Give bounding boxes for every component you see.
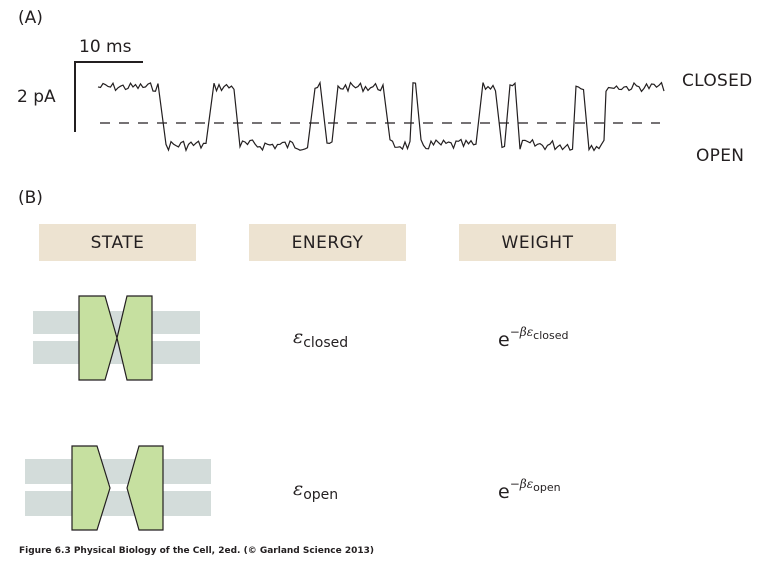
open-weight-formula: e−βεopen [498,477,561,503]
closed-energy-formula: εclosed [293,326,348,351]
channel-left-subunit [78,295,118,381]
energy-column-header: ENERGY [249,224,406,261]
channel-right-subunit [116,295,153,381]
closed-weight-formula: e−βεclosed [498,325,568,351]
scale-bar [74,61,143,132]
state-column-header: STATE [39,224,196,261]
current-trace-line [97,80,665,153]
membrane-lower-leaflet [33,341,200,364]
exponent: −βε [509,477,534,491]
channel-left-subunit [71,445,111,531]
exp-base: e [498,481,510,503]
current-scale-label: 2 pA [17,87,56,107]
epsilon-symbol: ε [293,478,304,500]
time-scale-label: 10 ms [79,37,132,57]
energy-subscript: closed [303,335,349,351]
membrane-upper-leaflet [33,311,200,334]
channel-right-subunit [126,445,164,531]
membrane-upper-leaflet [25,459,211,484]
panel-a-label: (A) [18,8,43,28]
exponent-subscript: open [533,481,561,494]
weight-column-header: WEIGHT [459,224,616,261]
energy-subscript: open [303,487,339,503]
current-trace-plot [74,61,665,153]
membrane-lower-leaflet [25,491,211,516]
exponent: −βε [509,325,534,339]
open-channel-diagram [25,445,211,531]
closed-state-label: CLOSED [682,71,753,91]
epsilon-symbol: ε [293,326,304,348]
open-state-label: OPEN [696,146,745,166]
panel-b-label: (B) [18,188,43,208]
closed-channel-diagram [33,295,200,381]
exp-base: e [498,329,510,351]
exponent-subscript: closed [533,329,569,342]
figure-caption: Figure 6.3 Physical Biology of the Cell,… [19,546,375,556]
open-energy-formula: εopen [293,478,338,503]
